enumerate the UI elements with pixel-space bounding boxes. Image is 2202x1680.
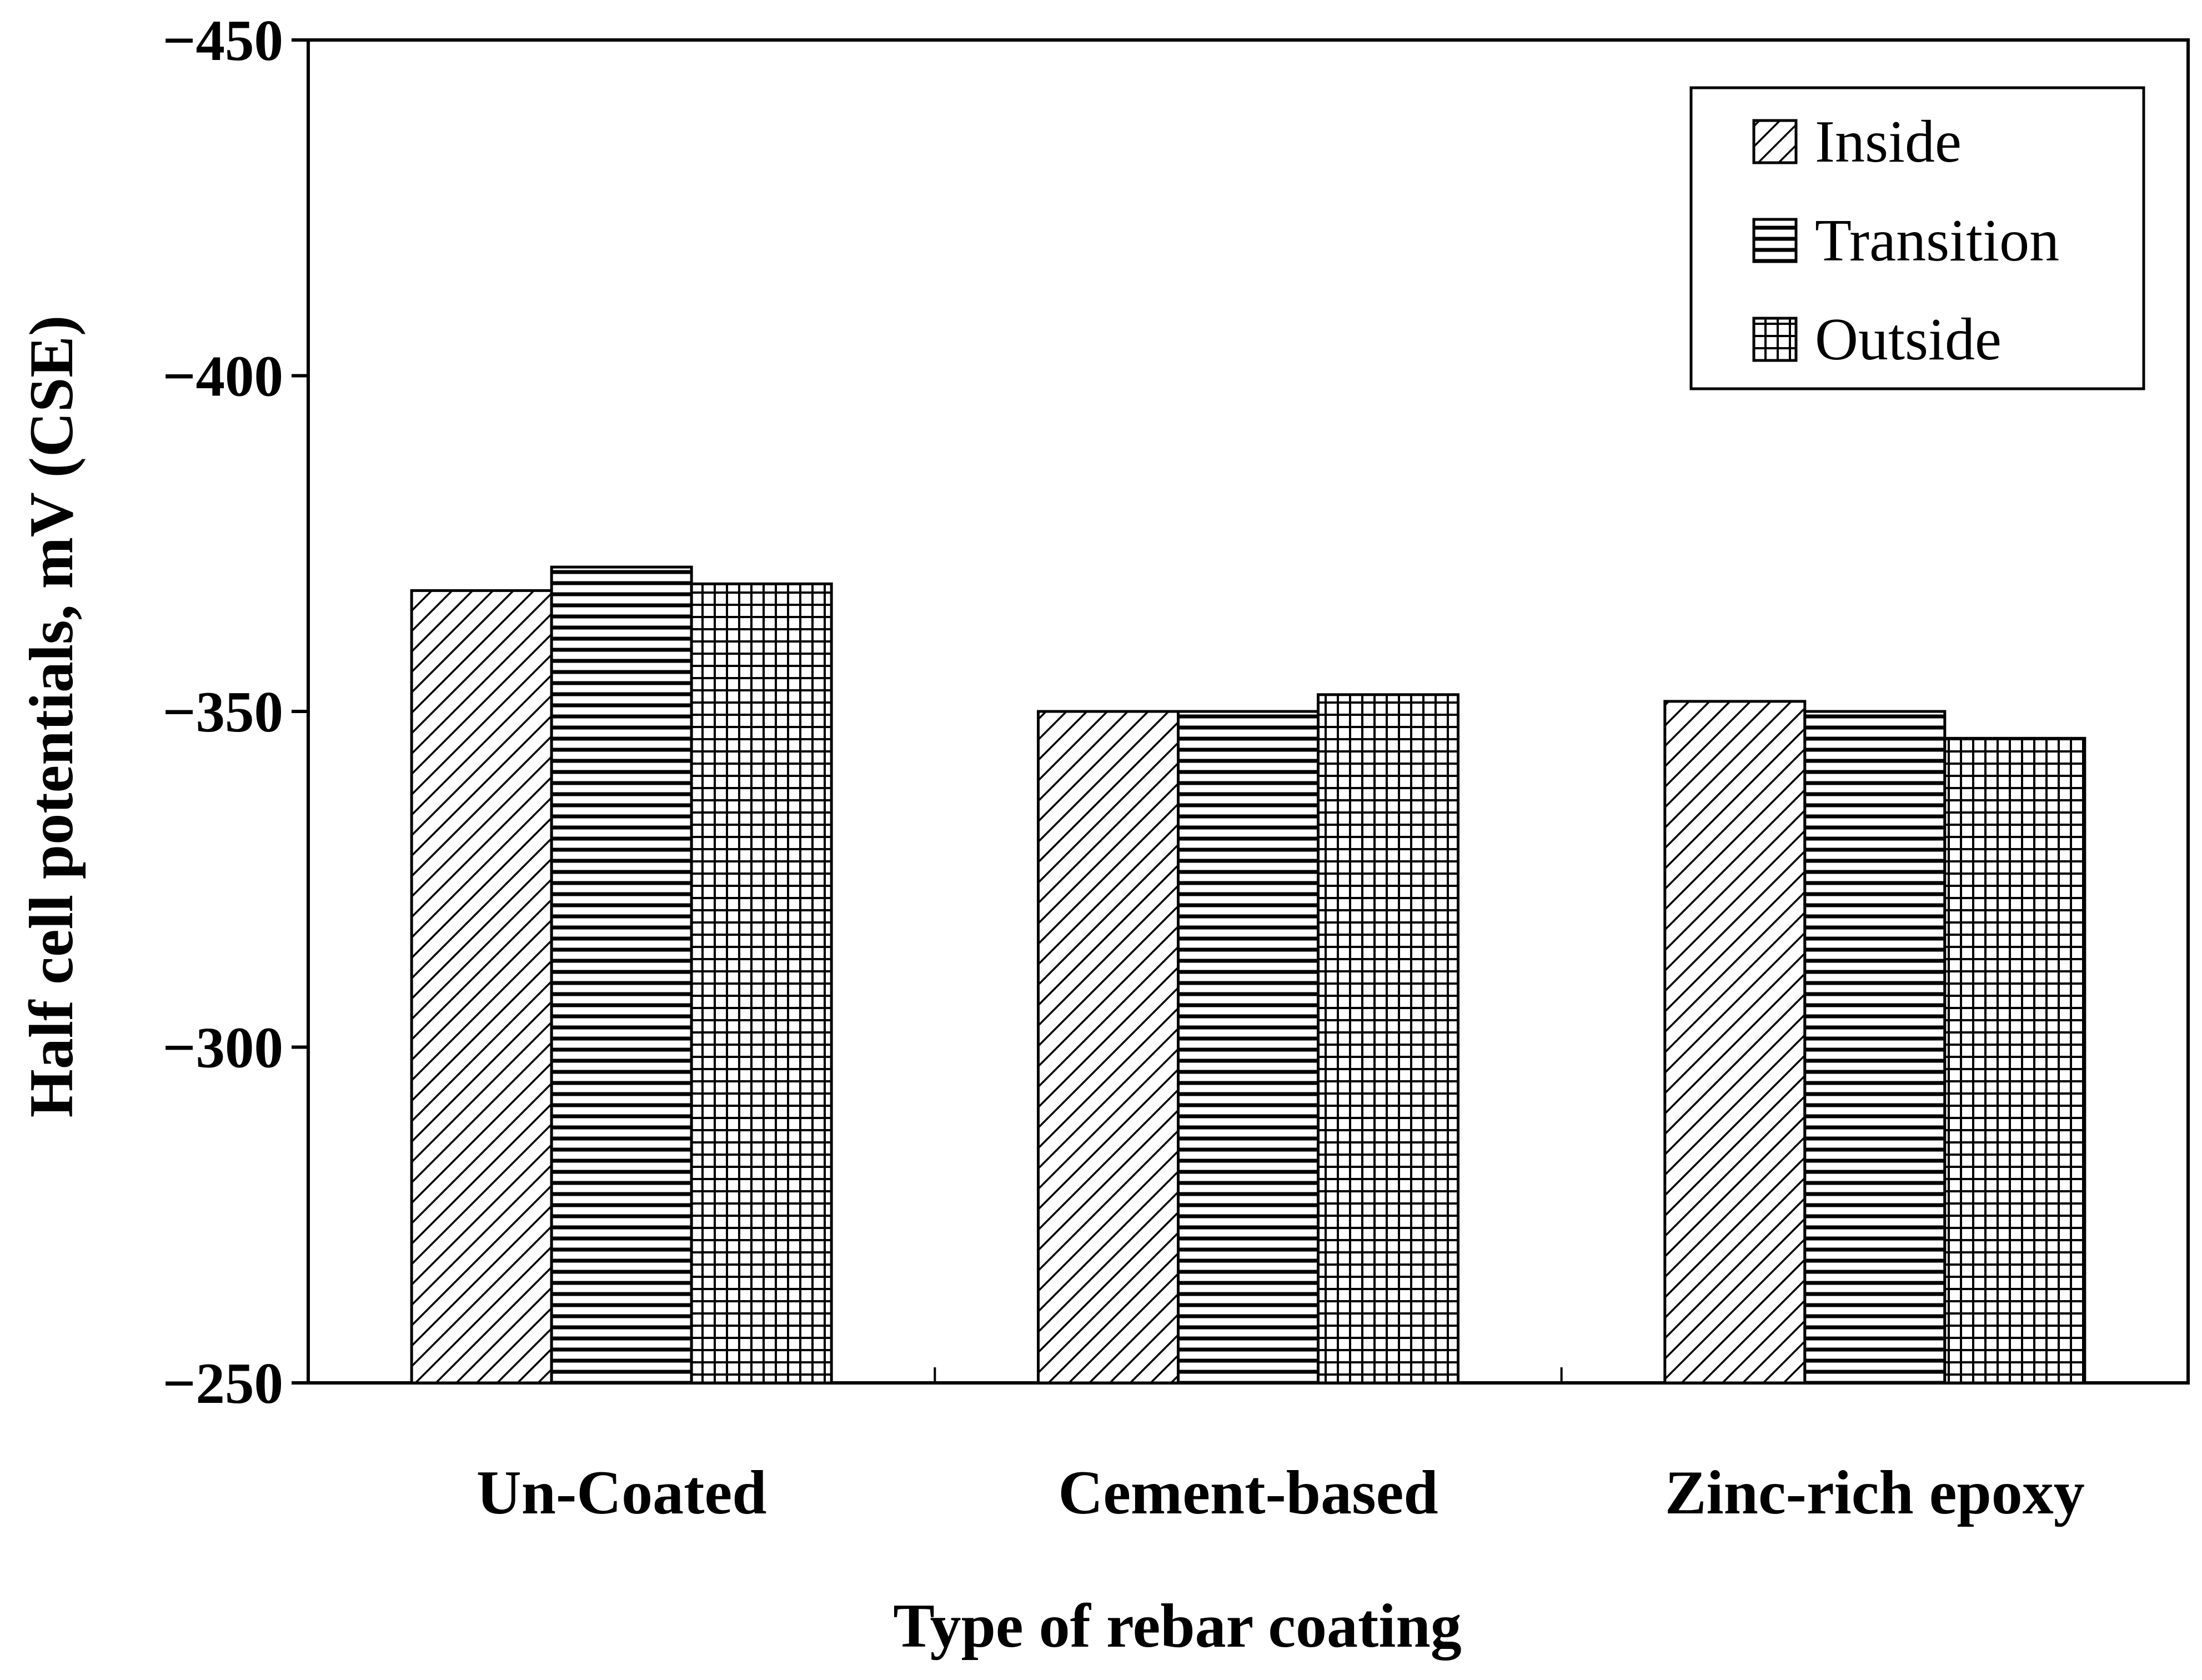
bar-transition-3: [1803, 710, 1947, 1385]
category-label: Cement-based: [1058, 1458, 1438, 1527]
legend: Inside Transition Outside: [1689, 86, 2145, 390]
x-axis-labels: Un-Coated Cement-based Zinc-rich epoxy: [476, 1458, 2085, 1527]
y-tick-label: −450: [163, 8, 283, 73]
bar-transition-2: [1177, 710, 1320, 1385]
bars-group: [410, 565, 2086, 1385]
bar-outside-1: [690, 582, 833, 1385]
bar-inside-3: [1663, 700, 1807, 1385]
bar-inside-2: [1037, 710, 1180, 1385]
y-tick-label: −300: [163, 1015, 283, 1080]
category-label: Un-Coated: [476, 1458, 767, 1527]
bar-outside-2: [1317, 693, 1459, 1385]
legend-swatch-transition: [1752, 218, 1798, 263]
bar-inside-1: [410, 589, 553, 1385]
bar-outside-3: [1943, 736, 2086, 1385]
legend-swatch-outside: [1752, 317, 1798, 362]
y-axis: −450 −400 −350 −300 −250: [163, 8, 308, 1416]
category-label: Zinc-rich epoxy: [1665, 1458, 2085, 1527]
y-tick-label: −400: [163, 344, 283, 409]
bar-transition-1: [550, 565, 693, 1385]
y-tick-label: −350: [163, 679, 283, 744]
x-axis-title: Type of rebar coating: [893, 1592, 1461, 1661]
legend-label-inside: Inside: [1815, 109, 1962, 175]
legend-label-outside: Outside: [1815, 307, 2002, 373]
y-tick-label: −250: [163, 1351, 283, 1416]
y-axis-title: Half cell potentials, mV (CSE): [17, 315, 86, 1118]
x-axis-ticks: [934, 1367, 1563, 1383]
legend-label-transition: Transition: [1815, 208, 2059, 274]
legend-swatch-inside: [1752, 119, 1798, 164]
